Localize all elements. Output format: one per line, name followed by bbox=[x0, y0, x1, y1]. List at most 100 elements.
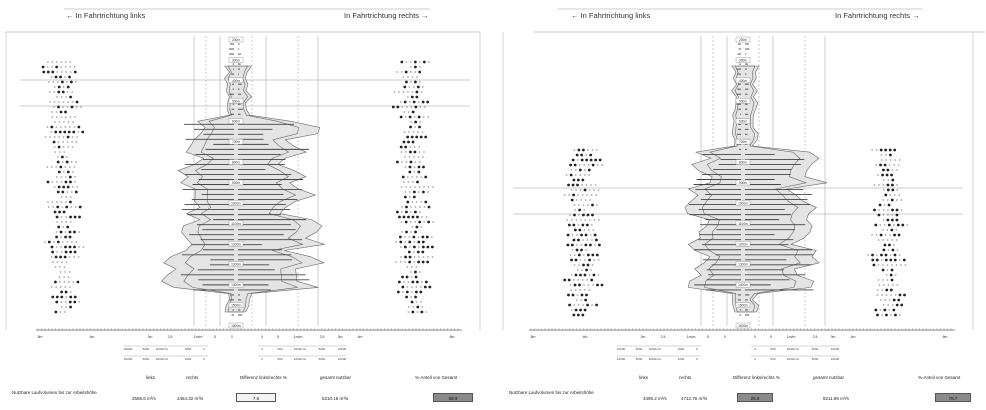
dot-left bbox=[56, 96, 58, 98]
dot-left bbox=[585, 223, 589, 227]
dot-left bbox=[581, 184, 583, 186]
dot-right bbox=[875, 258, 879, 262]
dot-left bbox=[591, 213, 594, 217]
dot-left bbox=[567, 278, 571, 282]
dot-right bbox=[401, 275, 404, 279]
dot-left bbox=[47, 206, 50, 208]
dot-right bbox=[880, 253, 883, 257]
dot-right bbox=[412, 306, 415, 308]
left-col-diff: Differenz links/rechts % bbox=[240, 375, 287, 380]
dot-right bbox=[891, 239, 894, 241]
dot-right bbox=[417, 191, 420, 193]
station-box bbox=[735, 302, 751, 308]
dot-right bbox=[422, 165, 425, 169]
left-col-rechts: rechts bbox=[186, 375, 199, 380]
dot-left bbox=[592, 229, 595, 231]
station-label: 200m bbox=[232, 38, 240, 42]
dot-right bbox=[414, 230, 417, 234]
station-label: 1000m bbox=[231, 201, 241, 205]
dot-left bbox=[567, 293, 570, 297]
dot-left bbox=[580, 153, 584, 157]
scale-label: 5000 bbox=[143, 357, 150, 361]
dot-left bbox=[584, 243, 588, 247]
scale-label: 1000m/m bbox=[787, 347, 800, 351]
dot-right bbox=[886, 199, 889, 201]
dot-right bbox=[893, 253, 897, 257]
dot-left bbox=[77, 125, 81, 129]
dot-left bbox=[55, 295, 59, 299]
dot-right bbox=[900, 264, 902, 266]
dot-right bbox=[423, 186, 425, 188]
dot-left bbox=[57, 185, 61, 189]
dot-right bbox=[413, 166, 416, 168]
dot-left bbox=[595, 303, 599, 307]
dot-right bbox=[423, 206, 426, 208]
dot-right bbox=[895, 218, 899, 222]
dot-right bbox=[417, 115, 421, 119]
dot-left bbox=[575, 199, 578, 201]
dot-right bbox=[420, 310, 424, 314]
left-row-label: Nutzbare Laufvolumen bis zur Arbeitshöhe bbox=[12, 390, 97, 395]
dot-right bbox=[411, 215, 415, 219]
dot-right bbox=[871, 234, 873, 236]
dot-right bbox=[398, 91, 400, 93]
scale-label: 1000m/m bbox=[294, 347, 307, 351]
dot-left bbox=[585, 158, 589, 162]
dot-right bbox=[419, 66, 421, 68]
dot-left bbox=[570, 289, 573, 291]
dot-right bbox=[411, 266, 413, 268]
dot-left bbox=[588, 274, 591, 276]
dot-right bbox=[404, 145, 408, 149]
dot-left bbox=[57, 170, 61, 174]
dot-left bbox=[72, 281, 75, 283]
station-box bbox=[735, 57, 751, 63]
dot-right bbox=[890, 278, 894, 282]
dot-right bbox=[411, 176, 414, 178]
dot-left bbox=[63, 151, 66, 153]
dot-right bbox=[405, 290, 409, 294]
scale-label: 500 bbox=[277, 347, 282, 351]
dot-left bbox=[585, 293, 588, 297]
dot-left bbox=[578, 204, 580, 206]
station-box bbox=[228, 322, 244, 329]
dot-right bbox=[413, 60, 417, 64]
dot-left bbox=[65, 296, 68, 298]
dot-right bbox=[407, 91, 409, 93]
dot-left bbox=[58, 121, 61, 123]
dot-right bbox=[405, 205, 408, 209]
station-label: 1100m bbox=[231, 222, 241, 226]
dot-left bbox=[570, 169, 573, 171]
dot-left bbox=[60, 80, 64, 84]
dot-left bbox=[583, 209, 586, 211]
dot-left bbox=[72, 130, 76, 134]
dot-left bbox=[78, 246, 80, 248]
dot-right bbox=[421, 100, 425, 104]
dot-right bbox=[898, 159, 901, 161]
dot-left bbox=[60, 71, 63, 73]
dot-left bbox=[591, 304, 594, 306]
dot-left bbox=[582, 213, 585, 217]
dot-right bbox=[903, 293, 906, 297]
dot-left bbox=[579, 219, 582, 221]
dot-left bbox=[570, 243, 574, 247]
dot-left bbox=[67, 276, 70, 278]
scale-label: 10000 bbox=[338, 357, 347, 361]
dot-left bbox=[580, 248, 583, 252]
dot-right bbox=[419, 286, 422, 288]
dot-left bbox=[80, 106, 82, 108]
dot-left bbox=[77, 256, 80, 258]
dot-left bbox=[597, 274, 600, 276]
dot-left bbox=[78, 205, 82, 209]
dot-right bbox=[402, 215, 406, 219]
dot-right bbox=[884, 154, 887, 156]
dot-right bbox=[885, 173, 889, 177]
dot-right bbox=[409, 71, 412, 73]
dot-left bbox=[59, 126, 62, 128]
axis-tick-label: 0 bbox=[231, 335, 233, 339]
scale-label: 10000 bbox=[617, 347, 626, 351]
axis-tick-label: 8m bbox=[38, 335, 43, 339]
dot-left bbox=[50, 166, 53, 168]
dot-right bbox=[404, 191, 407, 193]
station-label: 500m bbox=[232, 99, 240, 103]
